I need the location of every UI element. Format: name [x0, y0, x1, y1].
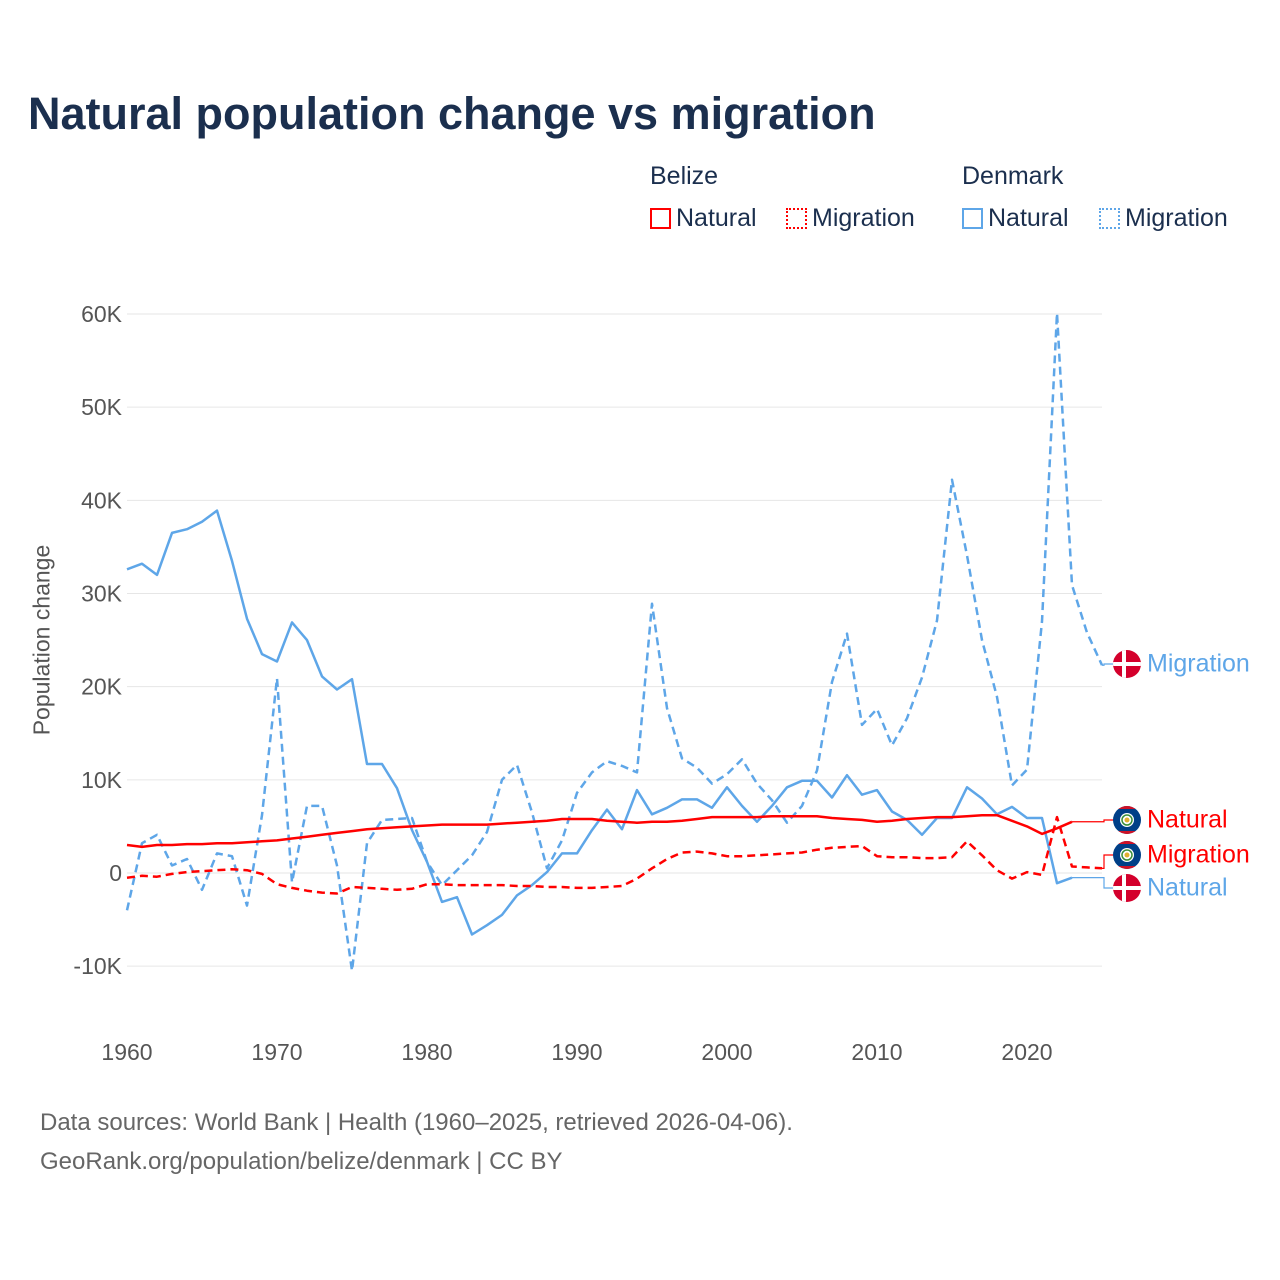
legend-label: Natural: [988, 204, 1069, 232]
y-tick-label: 60K: [81, 301, 123, 327]
legend-label: Migration: [1125, 204, 1228, 232]
end-label-denmark-natural: Natural: [1147, 873, 1228, 902]
belize-flag-icon: [1113, 841, 1141, 869]
legend-label: Natural: [676, 204, 757, 232]
legend-item-denmark-natural[interactable]: Natural: [962, 204, 1069, 233]
x-tick-label: 1990: [551, 1039, 602, 1065]
end-label-denmark-migration: Migration: [1147, 649, 1250, 678]
x-tick-label: 1980: [401, 1039, 452, 1065]
legend-item-denmark-migration[interactable]: Migration: [1099, 204, 1228, 233]
label-connector: [1102, 663, 1114, 666]
x-tick-label: 2020: [1001, 1039, 1052, 1065]
legend-item-belize-migration[interactable]: Migration: [786, 204, 915, 233]
legend-label: Migration: [812, 204, 915, 232]
y-tick-label: 0: [109, 860, 122, 886]
label-connector: [1072, 877, 1114, 889]
legend-group-belize: Belize: [650, 162, 719, 190]
denmark-flag-icon: [1113, 874, 1141, 902]
series-line-belize-natural: [126, 813, 1073, 849]
x-tick-label: 2000: [701, 1039, 752, 1065]
footer-attribution: GeoRank.org/population/belize/denmark | …: [40, 1148, 563, 1175]
legend-swatch-solid: [962, 208, 983, 229]
legend-item-belize-natural[interactable]: Natural: [650, 204, 757, 233]
series-line-belize-migration: [126, 815, 1103, 895]
end-label-belize-migration: Migration: [1147, 840, 1250, 869]
series-line-denmark-natural: [126, 509, 1073, 936]
denmark-flag-icon: [1113, 650, 1141, 678]
label-connector: [1072, 819, 1114, 823]
y-tick-label: -10K: [73, 953, 122, 979]
footer-sources: Data sources: World Bank | Health (1960–…: [40, 1109, 793, 1136]
y-tick-label: 20K: [81, 674, 123, 700]
legend-swatch-dotted: [1099, 208, 1120, 229]
label-connector: [1102, 854, 1114, 869]
end-label-belize-natural: Natural: [1147, 805, 1228, 834]
chart-title: Natural population change vs migration: [28, 88, 876, 139]
legend-swatch-solid: [650, 208, 671, 229]
belize-flag-icon: [1113, 806, 1141, 834]
x-tick-label: 1970: [251, 1039, 302, 1065]
y-tick-label: 30K: [81, 581, 123, 607]
y-tick-label: 40K: [81, 487, 123, 513]
x-tick-label: 1960: [101, 1039, 152, 1065]
y-tick-label: 10K: [81, 767, 123, 793]
y-tick-label: 50K: [81, 394, 123, 420]
series-line-denmark-migration: [125, 311, 1104, 973]
legend-swatch-dotted: [786, 208, 807, 229]
x-tick-label: 2010: [851, 1039, 902, 1065]
legend-group-denmark: Denmark: [962, 162, 1064, 190]
